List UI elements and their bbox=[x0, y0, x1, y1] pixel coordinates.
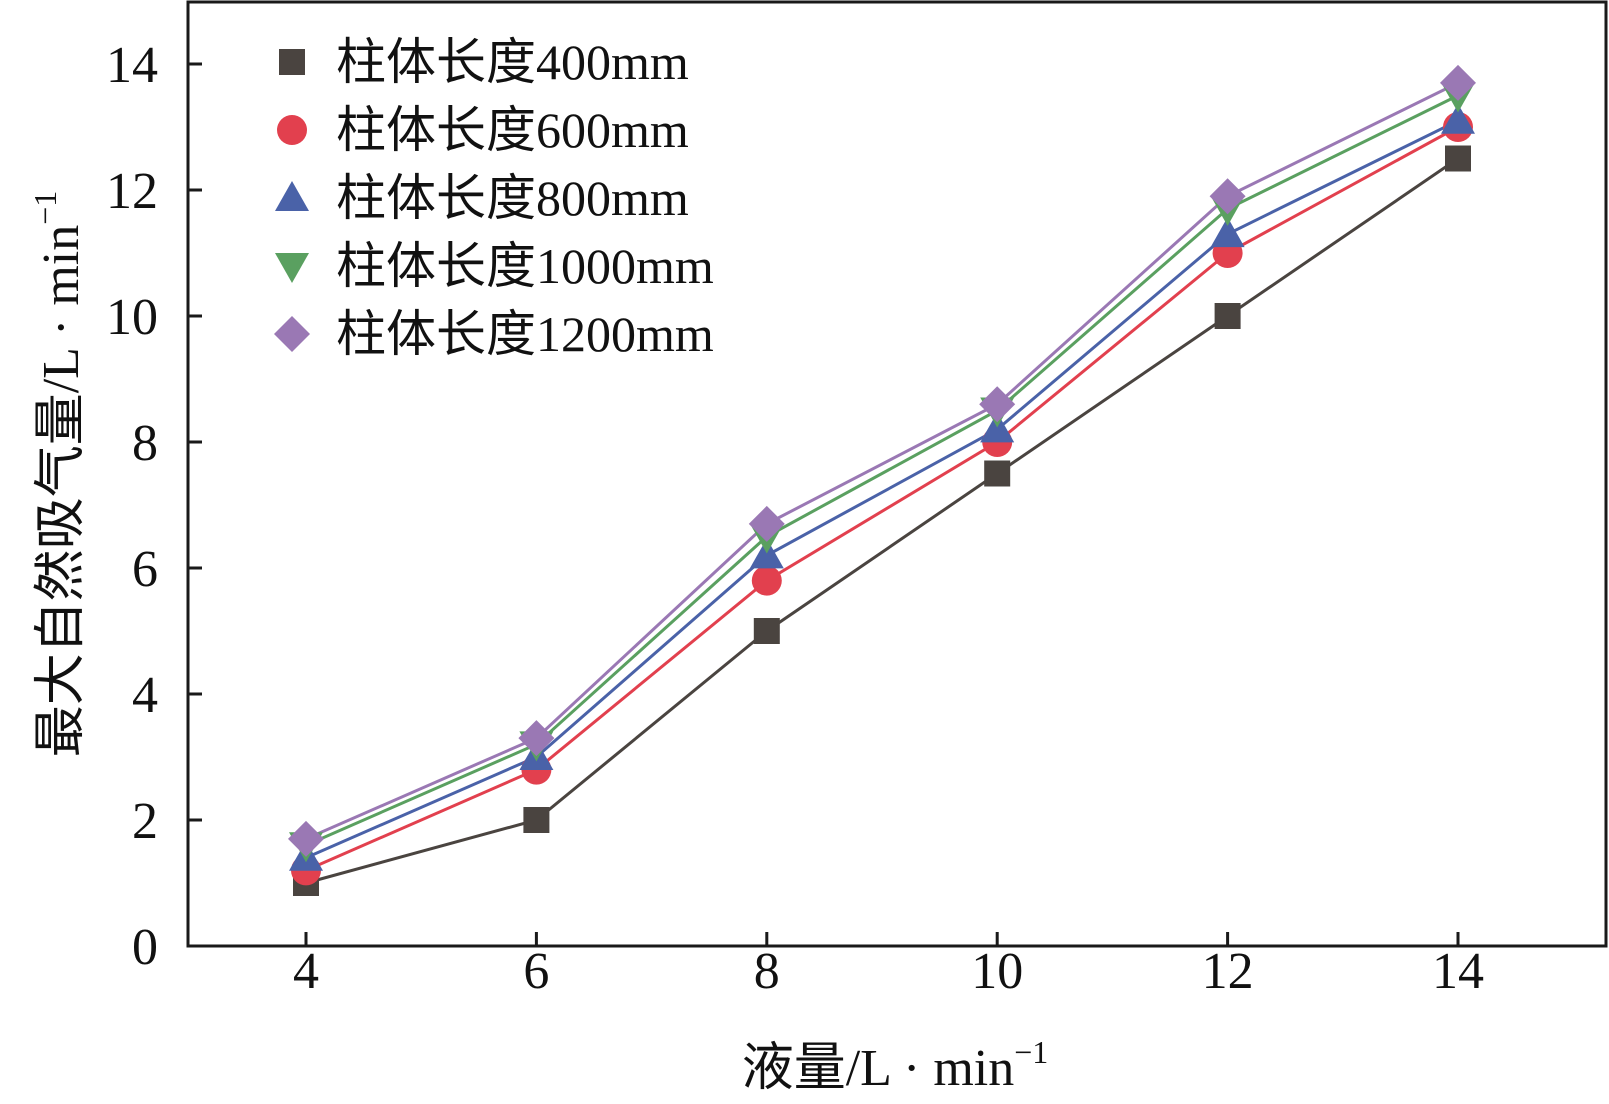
legend: 柱体长度400mm 柱体长度600mm 柱体长度800mm 柱体长度1000mm 柱体长… bbox=[274, 34, 714, 362]
legend-marker-2 bbox=[277, 115, 307, 145]
y-tick-label: 2 bbox=[132, 793, 158, 850]
legend-label-4: 柱体长度1000mm bbox=[336, 238, 714, 294]
legend-label-5: 柱体长度1200mm bbox=[336, 306, 714, 362]
data-point-series-2 bbox=[751, 565, 782, 596]
y-tick-label: 14 bbox=[106, 37, 158, 94]
x-tick-label: 14 bbox=[1432, 943, 1484, 1000]
data-point-series-3 bbox=[1210, 217, 1245, 248]
data-point-series-5 bbox=[979, 386, 1016, 423]
series-line-1 bbox=[305, 157, 1459, 885]
x-axis-title: 液量/L · min−1 bbox=[742, 1034, 1049, 1097]
x-tick-label: 10 bbox=[971, 943, 1023, 1000]
legend-label-2: 柱体长度600mm bbox=[336, 102, 689, 158]
data-point-series-3 bbox=[1441, 103, 1475, 134]
y-tick-label: 4 bbox=[132, 667, 158, 724]
x-axis-ticks: 4 6 8 10 12 14 bbox=[293, 932, 1484, 1000]
series-line-3 bbox=[305, 119, 1459, 860]
data-point-series-5 bbox=[1440, 64, 1476, 101]
series-line-2 bbox=[305, 125, 1459, 872]
plot-frame bbox=[186, 0, 1608, 948]
data-point-series-5 bbox=[288, 820, 324, 857]
y-tick-label: 8 bbox=[132, 415, 158, 472]
data-point-series-1 bbox=[1445, 145, 1471, 172]
data-point-series-1 bbox=[753, 618, 780, 644]
data-point-series-1 bbox=[1214, 303, 1241, 329]
data-point-series-1 bbox=[523, 807, 550, 833]
x-tick-label: 6 bbox=[523, 943, 549, 1000]
data-point-series-5 bbox=[518, 720, 555, 757]
legend-marker-5 bbox=[274, 316, 310, 352]
data-point-series-5 bbox=[748, 505, 785, 542]
y-tick-label: 6 bbox=[132, 541, 158, 598]
series-line-4 bbox=[305, 94, 1459, 847]
y-tick-label: 12 bbox=[106, 163, 158, 220]
y-axis-ticks: 0 2 4 6 8 10 12 14 bbox=[106, 37, 202, 976]
legend-label-1: 柱体长度400mm bbox=[336, 34, 689, 90]
legend-marker-1 bbox=[279, 49, 305, 75]
y-tick-label: 0 bbox=[132, 919, 158, 976]
legend-marker-4 bbox=[275, 253, 309, 283]
series-line-5 bbox=[305, 81, 1459, 841]
y-axis-title: 最大自然吸气量/L · min−1 bbox=[27, 191, 90, 758]
y-tick-label: 10 bbox=[106, 289, 158, 346]
x-tick-label: 4 bbox=[293, 943, 319, 1000]
legend-marker-3 bbox=[275, 181, 309, 211]
plot-area bbox=[288, 64, 1476, 896]
legend-label-3: 柱体长度800mm bbox=[336, 170, 689, 226]
data-point-series-5 bbox=[1209, 178, 1246, 215]
data-point-series-1 bbox=[984, 460, 1011, 487]
x-tick-label: 8 bbox=[754, 943, 780, 1000]
x-tick-label: 12 bbox=[1202, 943, 1254, 1000]
axes bbox=[186, 0, 1608, 948]
